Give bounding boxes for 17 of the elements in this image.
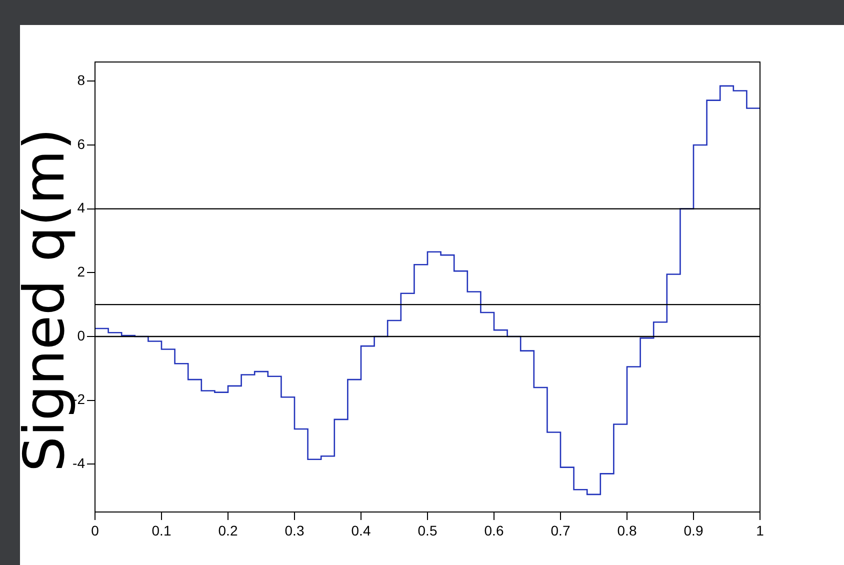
x-tick-label: 0.8 [617, 522, 637, 538]
y-tick-label: 0 [77, 327, 86, 344]
x-tick-label: 0.7 [550, 522, 570, 538]
x-tick-label: 0.2 [218, 522, 238, 538]
x-tick-label: 1 [756, 522, 764, 538]
y-tick-label: 6 [77, 136, 86, 152]
y-tick-label: 4 [77, 200, 86, 216]
x-tick-label: 0.5 [418, 522, 438, 538]
x-tick-label: 0.6 [484, 522, 504, 538]
y-tick-label: 8 [77, 72, 86, 88]
x-tick-label: 0 [91, 522, 100, 538]
x-tick-label: 0.3 [284, 522, 304, 538]
y-tick-label: -4 [72, 454, 86, 471]
x-tick-label: 0.9 [684, 522, 704, 538]
x-tick-label: 0.1 [152, 522, 172, 538]
x-tick-label: 0.4 [351, 522, 371, 538]
y-tick-label: 2 [77, 264, 86, 280]
